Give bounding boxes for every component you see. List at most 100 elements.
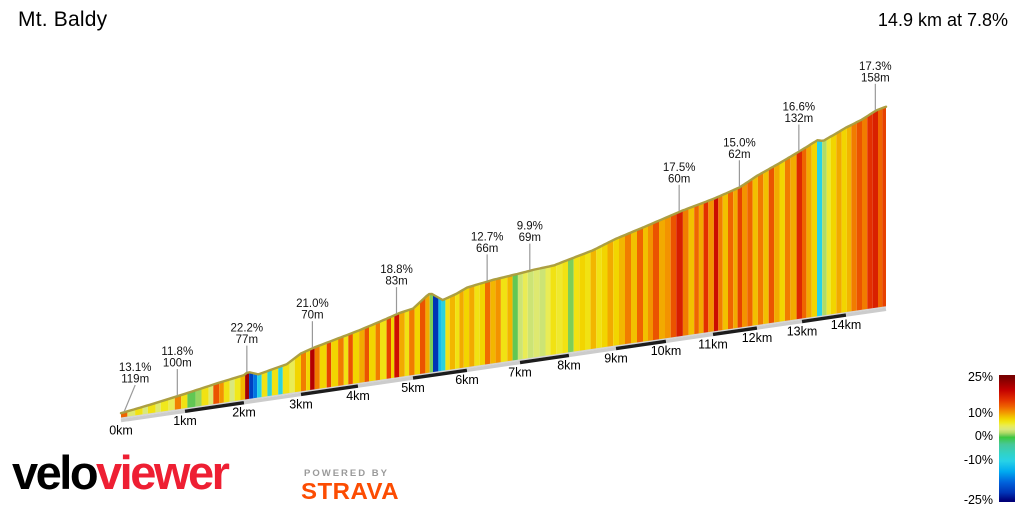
gradient-strip: [474, 284, 480, 367]
gradient-strip: [234, 377, 241, 402]
km-scale-segment: [845, 307, 887, 317]
gradient-strip: [445, 297, 450, 371]
gradient-strip: [694, 205, 699, 335]
gradient-annotation: 9.9%69m: [517, 221, 543, 245]
gradient-strip: [438, 298, 442, 372]
gradient-strip: [872, 110, 878, 309]
gradient-strip: [784, 157, 791, 322]
annotation-elevation-value: 132m: [784, 113, 813, 125]
gradient-strip: [142, 406, 148, 415]
gradient-strip: [160, 399, 169, 413]
gradient-strip: [811, 141, 817, 318]
gradient-strip: [463, 287, 470, 369]
x-axis-tick-label: 0km: [109, 424, 133, 438]
km-scale-segment: [615, 339, 667, 351]
gradient-strip: [601, 243, 608, 348]
gradient-strip: [331, 339, 339, 388]
gradient-strip: [637, 228, 643, 343]
gradient-strip: [223, 380, 230, 403]
annotation-elevation-value: 83m: [385, 276, 407, 288]
gradient-strip: [817, 141, 823, 317]
gradient-strip: [425, 294, 430, 374]
annotation-leader-line: [123, 384, 136, 412]
gradient-strip: [512, 274, 518, 361]
gradient-strip: [862, 116, 868, 311]
gradient-strip: [653, 221, 659, 341]
gradient-annotation: 17.5%60m: [663, 162, 696, 186]
km-scale-segment: [801, 313, 847, 324]
gradient-strip: [433, 295, 439, 373]
gradient-strip: [585, 252, 591, 351]
gradient-strip: [550, 265, 557, 356]
gradient-strip: [253, 373, 258, 399]
strava-logo[interactable]: STRAVA: [301, 479, 400, 505]
veloviewer-logo[interactable]: veloviewer: [12, 446, 230, 499]
veloviewer-logo-viewer: viewer: [96, 446, 230, 499]
x-axis-tick-label: 10km: [651, 344, 682, 358]
gradient-strip: [181, 393, 188, 410]
gradient-strip: [352, 331, 360, 385]
x-axis-tick-label: 13km: [787, 324, 818, 338]
gradient-strip: [399, 312, 405, 378]
gradient-strip: [375, 322, 380, 381]
gradient-strip: [763, 170, 769, 325]
annotation-elevation-value: 100m: [163, 358, 192, 370]
gradient-annotation: 13.1%119m: [119, 362, 152, 386]
annotation-gradient-value: 22.2%: [231, 323, 264, 335]
gradient-annotation: 17.3%158m: [859, 61, 892, 85]
gradient-strip: [289, 359, 295, 394]
annotation-gradient-value: 9.9%: [517, 221, 543, 233]
gradient-strip: [271, 368, 279, 396]
gradient-strip: [449, 295, 456, 371]
gradient-strip: [737, 186, 742, 329]
gradient-strip: [459, 290, 464, 369]
gradient-strip: [441, 299, 446, 372]
gradient-strip: [596, 246, 602, 349]
gradient-strip: [768, 167, 775, 324]
gradient-strip: [455, 292, 460, 370]
gradient-strip: [359, 328, 365, 384]
gradient-strip: [219, 382, 224, 404]
annotation-gradient-value: 16.6%: [783, 101, 816, 113]
gradient-strip: [619, 235, 625, 346]
gradient-strip: [568, 258, 574, 353]
annotation-elevation-value: 70m: [301, 310, 323, 322]
gradient-strip: [485, 281, 491, 365]
gradient-strip: [643, 226, 648, 342]
km-scale-segment: [568, 346, 617, 358]
gradient-strip: [698, 203, 704, 334]
gradient-annotation: 15.0%62m: [723, 137, 756, 161]
gradient-strip: [533, 269, 540, 358]
annotation-gradient-value: 11.8%: [161, 346, 193, 358]
gradient-strip: [278, 366, 283, 396]
gradient-strip: [261, 372, 268, 398]
gradient-strip: [348, 333, 353, 385]
gradient-strip: [556, 263, 563, 355]
gradient-strip: [319, 343, 327, 390]
annotation-elevation-value: 158m: [861, 72, 890, 84]
annotation-gradient-value: 17.3%: [859, 61, 892, 73]
gradient-strip: [343, 335, 349, 386]
gradient-strip: [187, 391, 196, 409]
x-axis-tick-label: 7km: [508, 365, 532, 379]
gradient-strip: [409, 307, 415, 377]
gradient-strip: [688, 206, 695, 336]
profile-ridge-highlight: [119, 105, 888, 415]
gradient-strip: [495, 278, 501, 364]
powered-by-label: POWERED BY: [304, 468, 389, 479]
gradient-annotation: 18.8%83m: [380, 264, 413, 288]
gradient-strip: [306, 350, 311, 392]
gradient-strip: [414, 302, 420, 376]
gradient-strip: [314, 346, 320, 390]
gradient-strip: [380, 319, 387, 381]
gradient-strip: [747, 179, 753, 327]
gradient-strip: [394, 313, 400, 379]
gradient-strip: [806, 144, 812, 319]
gradient-strip: [742, 183, 748, 328]
gradient-strip: [625, 233, 631, 345]
gradient-annotation: 16.6%132m: [783, 101, 816, 125]
gradient-strip: [527, 270, 534, 359]
annotation-gradient-value: 21.0%: [296, 298, 329, 310]
gradient-strip: [822, 139, 827, 316]
km-scale-segment: [243, 392, 302, 405]
